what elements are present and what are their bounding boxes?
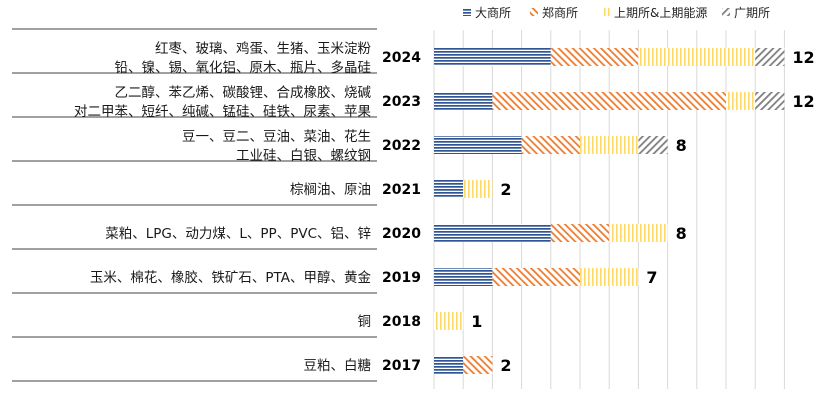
- total-label: 1: [471, 312, 482, 331]
- bar-segment-gfex: [755, 92, 785, 110]
- year-label: 2021: [382, 182, 421, 198]
- year-label: 2022: [382, 138, 421, 154]
- row-products-line: 工业硅、白银、螺纹钢: [236, 148, 371, 164]
- legend-label-dce: 大商所: [475, 5, 511, 20]
- legend-label-czce: 郑商所: [542, 5, 578, 20]
- bars: [434, 48, 785, 374]
- bar-segment-dce: [434, 180, 464, 198]
- legend-swatch-shfe_ine: [602, 8, 610, 16]
- bar-segment-shfe_ine: [638, 48, 756, 66]
- row-products: 菜粕、LPG、动力煤、L、PP、PVC、铝、锌: [105, 226, 371, 242]
- bar-segment-shfe_ine: [580, 268, 639, 286]
- bar-segment-czce: [521, 136, 580, 154]
- total-label: 12: [792, 92, 814, 111]
- bar-segment-gfex: [755, 48, 785, 66]
- row-products-line: 红枣、玻璃、鸡蛋、生猪、玉米淀粉: [155, 40, 371, 57]
- bar-segment-shfe_ine: [726, 92, 756, 110]
- bar-segment-gfex: [638, 136, 668, 154]
- total-label: 2: [500, 356, 511, 375]
- bar-segment-czce: [463, 356, 493, 374]
- row-products-line: 豆一、豆二、豆油、菜油、花生: [182, 129, 371, 145]
- row-products: 玉米、棉花、橡胶、铁矿石、PTA、甲醇、黄金: [90, 269, 372, 286]
- bar-segment-czce: [550, 224, 610, 242]
- year-label: 2018: [382, 314, 421, 330]
- row-products-line: 对二甲苯、短纤、纯碱、锰硅、硅铁、尿素、苹果: [74, 104, 371, 120]
- bar-segment-czce: [492, 268, 580, 286]
- bar-segment-dce: [434, 92, 493, 110]
- grid-lines: [433, 30, 785, 389]
- legend-label-gfex: 广期所: [734, 6, 770, 20]
- row-products: 棕榈油、原油: [290, 182, 371, 198]
- total-label: 2: [500, 180, 511, 199]
- year-label: 2024: [382, 50, 421, 66]
- bar-segment-shfe_ine: [609, 224, 668, 242]
- bar-segment-dce: [434, 48, 551, 66]
- year-label: 2020: [382, 226, 421, 242]
- total-label: 8: [676, 224, 687, 243]
- bar-segment-shfe_ine: [434, 312, 464, 330]
- total-label: 8: [676, 136, 687, 155]
- bar-segment-shfe_ine: [463, 180, 493, 198]
- bar-segment-czce: [492, 92, 726, 110]
- legend-swatch-gfex: [722, 8, 730, 16]
- row-products-line: 铅、镍、锡、氧化铝、原木、瓶片、多晶硅: [115, 59, 372, 76]
- total-label: 7: [646, 268, 657, 287]
- bar-segment-dce: [434, 268, 493, 286]
- legend-swatch-dce: [463, 8, 471, 16]
- legend: 大商所 郑商所 上期所&上期能源 广期所: [463, 5, 770, 20]
- bar-segment-dce: [434, 224, 551, 242]
- bar-segment-dce: [434, 136, 522, 154]
- legend-label-shfe_ine: 上期所&上期能源: [614, 6, 707, 20]
- year-label: 2017: [382, 358, 421, 374]
- row-products: 铜: [358, 314, 372, 330]
- legend-swatch-czce: [530, 8, 538, 16]
- bar-segment-shfe_ine: [580, 136, 639, 154]
- total-label: 12: [792, 48, 814, 67]
- year-label: 2023: [382, 94, 421, 110]
- row-separators: [12, 28, 377, 382]
- row-products-line: 乙二醇、苯乙烯、碳酸锂、合成橡胶、烧碱: [115, 84, 372, 101]
- row-products: 豆粕、白糖: [304, 358, 372, 374]
- bar-segment-dce: [434, 356, 464, 374]
- bar-segment-czce: [550, 48, 639, 66]
- year-label: 2019: [382, 270, 421, 286]
